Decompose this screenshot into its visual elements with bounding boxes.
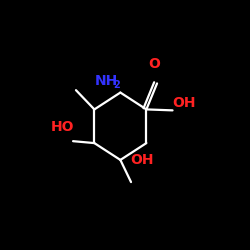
Text: NH: NH	[95, 74, 118, 88]
Text: OH: OH	[130, 153, 154, 167]
Text: OH: OH	[173, 96, 196, 110]
Text: HO: HO	[50, 120, 74, 134]
Text: O: O	[148, 57, 160, 71]
Text: 2: 2	[114, 80, 120, 90]
